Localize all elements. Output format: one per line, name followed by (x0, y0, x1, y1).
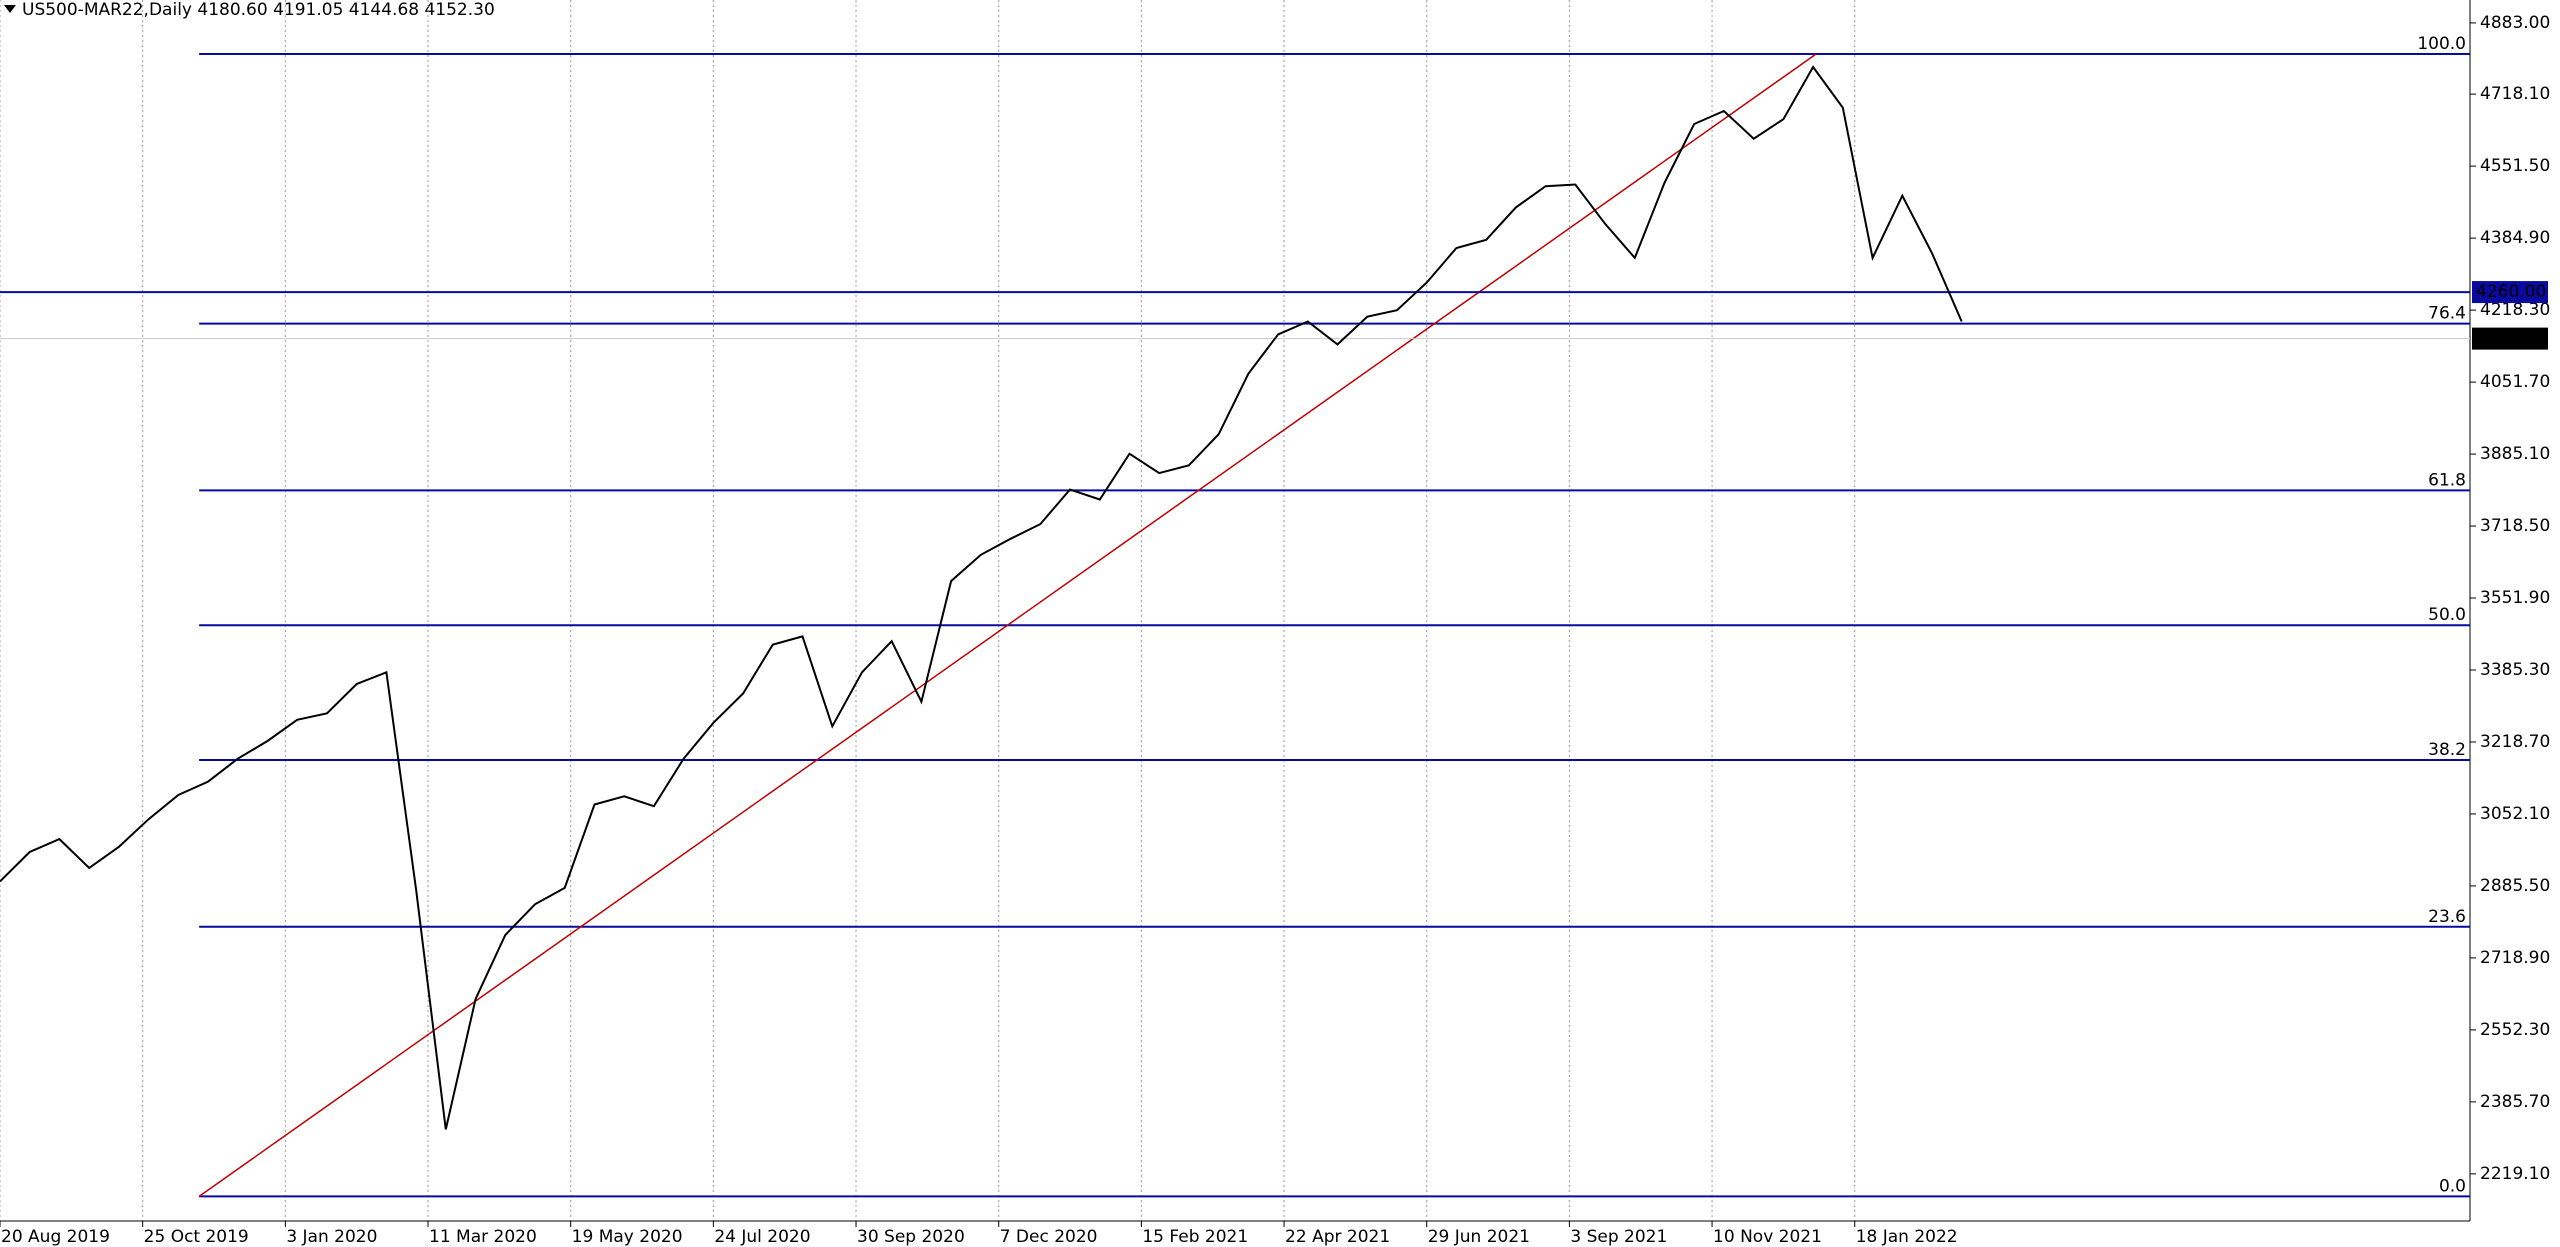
chart-title: US500-MAR22,Daily 4180.60 4191.05 4144.6… (22, 0, 495, 20)
fibo-label: 61.8 (2428, 470, 2466, 490)
x-tick-label: 10 Nov 2021 (1713, 1227, 1822, 1247)
y-tick-label: 4051.70 (2480, 372, 2550, 392)
fibo-label: 0.0 (2439, 1176, 2466, 1196)
x-tick-label: 19 May 2020 (572, 1227, 683, 1247)
y-tick-label: 4384.90 (2480, 228, 2550, 248)
x-tick-label: 30 Sep 2020 (857, 1227, 965, 1247)
x-tick-label: 11 Mar 2020 (429, 1227, 537, 1247)
price-line (0, 65, 1963, 1130)
y-tick-label: 4551.50 (2480, 156, 2550, 176)
x-tick-label: 22 Apr 2021 (1285, 1227, 1390, 1247)
x-tick-label: 3 Jan 2020 (286, 1227, 377, 1247)
x-tick-label: 25 Oct 2019 (144, 1227, 249, 1247)
y-tick-label: 3052.10 (2480, 804, 2550, 824)
x-tick-label: 18 Jan 2022 (1856, 1227, 1958, 1247)
y-tick-label: 4718.10 (2480, 84, 2550, 104)
x-tick-label: 7 Dec 2020 (1000, 1227, 1098, 1247)
y-tick-label: 2552.30 (2480, 1020, 2550, 1040)
y-tick-label: 2718.90 (2480, 948, 2550, 968)
x-tick-label: 29 Jun 2021 (1428, 1227, 1530, 1247)
fibo-label: 100.0 (2417, 34, 2466, 54)
fibo-label: 23.6 (2428, 907, 2466, 927)
trend-line (198, 53, 1817, 1197)
price-label: 4152.30 (2476, 329, 2546, 349)
price-label-box (2472, 281, 2548, 304)
y-tick-label: 3385.30 (2480, 660, 2550, 680)
y-tick-label: 4218.30 (2480, 300, 2550, 320)
x-tick-label: 15 Feb 2021 (1142, 1227, 1248, 1247)
y-tick-label: 3718.50 (2480, 516, 2550, 536)
y-tick-label: 3218.70 (2480, 732, 2550, 752)
y-tick-label: 2385.70 (2480, 1092, 2550, 1112)
x-tick-label: 20 Aug 2019 (1, 1227, 110, 1247)
y-tick-label: 2885.50 (2480, 876, 2550, 896)
fibo-label: 76.4 (2428, 304, 2466, 324)
fibo-label: 50.0 (2428, 605, 2466, 625)
y-tick-label: 2219.10 (2480, 1164, 2550, 1184)
x-tick-label: 24 Jul 2020 (714, 1227, 810, 1247)
y-tick-label: 4883.00 (2480, 13, 2550, 33)
fibo-label: 38.2 (2428, 740, 2466, 760)
price-label: 4260.00 (2476, 282, 2546, 302)
menu-arrow[interactable] (4, 5, 16, 13)
x-tick-label: 3 Sep 2021 (1570, 1227, 1667, 1247)
y-tick-label: 3551.90 (2480, 588, 2550, 608)
y-tick-label: 3885.10 (2480, 444, 2550, 464)
price-label-box (2472, 327, 2548, 350)
